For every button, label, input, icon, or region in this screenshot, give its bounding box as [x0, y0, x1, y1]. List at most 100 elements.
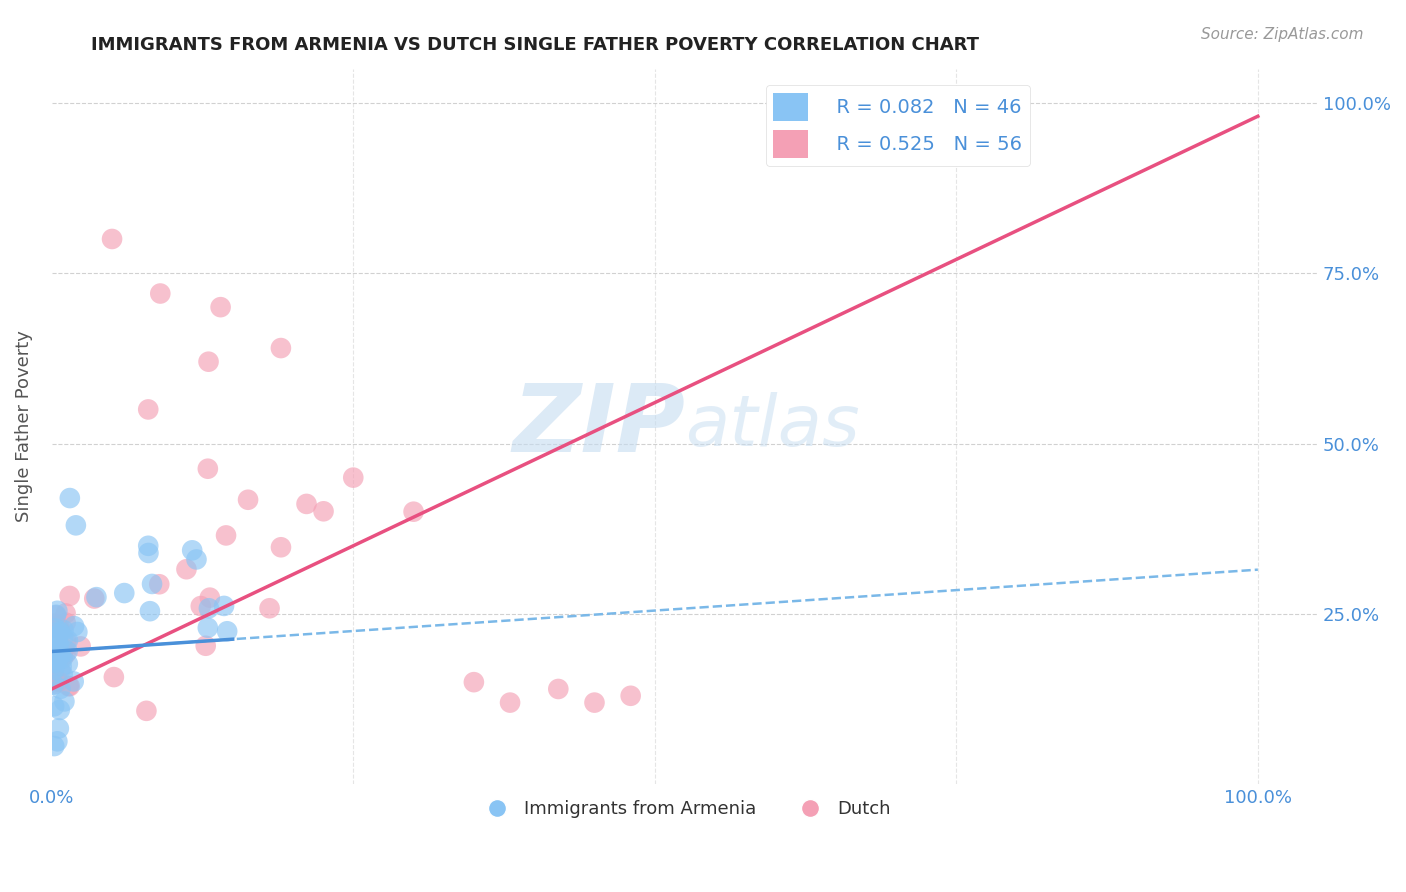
Point [46, 618, 69, 632]
Point [45, 607, 67, 622]
Point [59, 589, 82, 603]
Point [42, 663, 65, 677]
Point [42, 699, 65, 714]
Point [209, 300, 232, 314]
Point [198, 601, 221, 615]
Point [259, 601, 281, 615]
Y-axis label: Single Father Poverty: Single Father Poverty [15, 331, 32, 523]
Point [149, 286, 172, 301]
Point [69, 640, 91, 654]
Point [44, 621, 66, 635]
Point [194, 639, 217, 653]
Point [46, 628, 69, 642]
Point [295, 497, 318, 511]
Point [42, 616, 65, 631]
Point [49, 681, 72, 696]
Point [463, 675, 485, 690]
Point [41, 648, 63, 663]
Point [181, 543, 204, 558]
Point [49, 703, 72, 717]
Point [141, 577, 163, 591]
Point [56, 657, 79, 671]
Point [52, 643, 75, 657]
Point [212, 599, 235, 613]
Point [46, 653, 69, 667]
Point [101, 232, 124, 246]
Point [46, 604, 69, 618]
Point [55, 615, 77, 630]
Point [48, 624, 70, 638]
Text: IMMIGRANTS FROM ARMENIA VS DUTCH SINGLE FATHER POVERTY CORRELATION CHART: IMMIGRANTS FROM ARMENIA VS DUTCH SINGLE … [91, 36, 980, 54]
Point [58, 679, 80, 693]
Point [138, 546, 160, 560]
Point [42, 678, 65, 692]
Point [45, 676, 67, 690]
Point [52, 667, 75, 681]
Point [46, 635, 69, 649]
Point [197, 354, 219, 368]
Point [83, 591, 105, 606]
Point [176, 562, 198, 576]
Point [55, 607, 77, 621]
Point [620, 689, 643, 703]
Point [112, 586, 135, 600]
Point [51, 659, 73, 673]
Point [55, 634, 77, 648]
Point [52, 630, 75, 644]
Point [48, 623, 70, 637]
Point [44, 643, 66, 657]
Point [197, 461, 219, 475]
Point [136, 539, 159, 553]
Point [51, 650, 73, 665]
Point [44, 739, 66, 753]
Point [499, 696, 522, 710]
Point [190, 599, 212, 613]
Point [44, 621, 66, 635]
Point [198, 591, 221, 605]
Point [48, 674, 70, 689]
Point [42, 639, 65, 653]
Point [186, 552, 208, 566]
Point [42, 645, 65, 659]
Point [236, 492, 259, 507]
Point [52, 648, 75, 663]
Point [52, 623, 75, 637]
Point [46, 674, 69, 689]
Point [48, 626, 70, 640]
Point [55, 647, 77, 661]
Point [103, 670, 125, 684]
Point [197, 621, 219, 635]
Point [48, 722, 70, 736]
Point [583, 696, 606, 710]
Point [56, 633, 79, 648]
Point [46, 734, 69, 748]
Point [547, 681, 569, 696]
Point [270, 341, 292, 355]
Point [65, 518, 87, 533]
Text: Source: ZipAtlas.com: Source: ZipAtlas.com [1201, 27, 1364, 42]
Point [139, 604, 162, 618]
Point [48, 647, 70, 661]
Point [342, 470, 364, 484]
Point [270, 541, 292, 555]
Point [53, 641, 76, 656]
Point [62, 674, 84, 689]
Point [56, 644, 79, 658]
Point [48, 639, 70, 653]
Point [45, 608, 67, 623]
Point [66, 625, 89, 640]
Point [49, 648, 72, 662]
Point [217, 624, 239, 639]
Point [135, 704, 157, 718]
Point [44, 645, 66, 659]
Point [312, 504, 335, 518]
Point [215, 528, 238, 542]
Point [42, 657, 65, 671]
Point [44, 648, 66, 662]
Point [52, 651, 75, 665]
Legend: Immigrants from Armenia, Dutch: Immigrants from Armenia, Dutch [471, 793, 898, 825]
Text: ZIP: ZIP [512, 381, 685, 473]
Point [136, 402, 159, 417]
Text: atlas: atlas [685, 392, 859, 461]
Point [48, 621, 70, 635]
